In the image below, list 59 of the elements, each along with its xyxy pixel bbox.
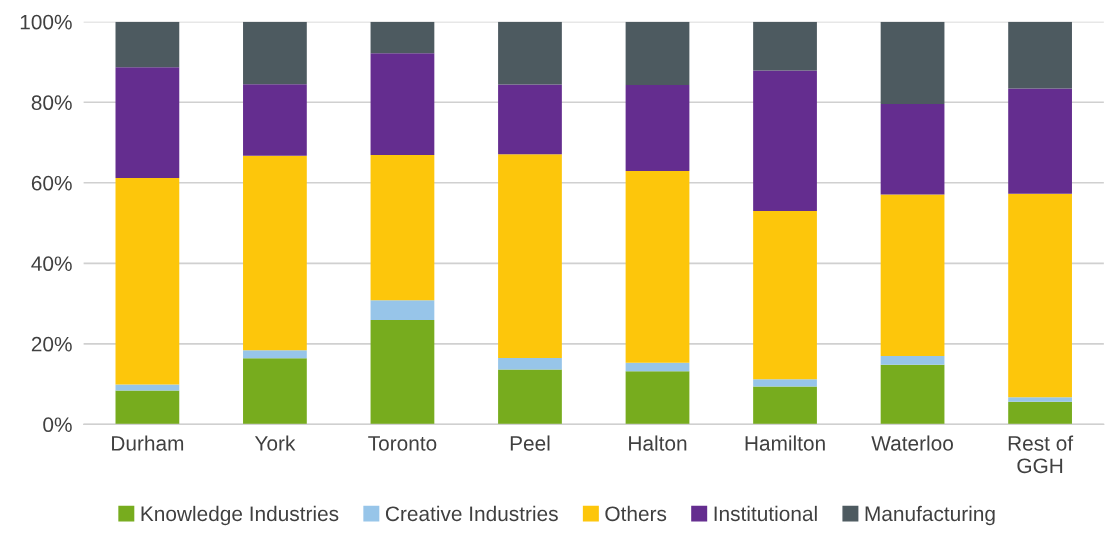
- legend-label: Creative Industries: [385, 505, 558, 522]
- x-tick-label: Hamilton: [745, 435, 825, 451]
- y-tick-label: 60%: [31, 175, 72, 191]
- x-tick-label: Waterloo: [871, 435, 953, 451]
- bar: [625, 371, 690, 425]
- x-tick-label: Peel: [510, 435, 550, 451]
- bar: [1008, 21, 1072, 89]
- bar: [115, 21, 180, 68]
- bar: [243, 21, 307, 85]
- x-tick-label: Durham: [112, 435, 184, 451]
- bar: [1008, 88, 1072, 194]
- bar: [498, 369, 562, 425]
- bar: [625, 21, 690, 85]
- bar: [625, 362, 690, 372]
- y-tick-label: 100%: [20, 14, 72, 30]
- bar: [753, 210, 817, 380]
- bar: [1008, 193, 1072, 398]
- bar: [115, 67, 180, 178]
- bar: [753, 21, 817, 71]
- y-tick-label: 80%: [31, 95, 72, 111]
- y-tick-label: 40%: [31, 256, 72, 272]
- x-tick-label: York: [254, 435, 296, 451]
- bar: [243, 155, 307, 351]
- legend-label: Knowledge Industries: [141, 505, 339, 526]
- bar: [498, 21, 562, 85]
- x-tick-label: Toronto: [368, 436, 437, 451]
- bar: [1008, 401, 1072, 425]
- bar: [115, 177, 180, 385]
- bar: [243, 358, 307, 425]
- bar: [753, 379, 817, 387]
- y-tick-label: 20%: [31, 336, 72, 352]
- bar: [370, 53, 435, 156]
- bar: [880, 103, 945, 195]
- bar: [753, 70, 817, 211]
- bar: [625, 171, 690, 363]
- bar: [498, 154, 562, 358]
- bar: [880, 21, 945, 104]
- bar: [880, 194, 945, 356]
- bar: [498, 357, 562, 370]
- y-tick-label: 0%: [43, 417, 72, 433]
- bar: [115, 384, 180, 391]
- bar: [880, 355, 945, 365]
- legend-label: Others: [605, 505, 667, 522]
- x-tick-label: Rest of GGH: [1008, 435, 1074, 474]
- bar: [370, 300, 435, 321]
- bar: [880, 364, 945, 425]
- bar: [753, 386, 817, 425]
- bar: [243, 84, 307, 156]
- bar: [625, 84, 690, 172]
- bar: [1008, 397, 1072, 402]
- bar: [370, 155, 435, 301]
- bar: [370, 21, 435, 54]
- bar: [370, 320, 435, 425]
- bar: [115, 390, 180, 425]
- x-tick-label: Halton: [629, 435, 687, 451]
- bar: [243, 350, 307, 359]
- bar: [498, 84, 562, 155]
- legend-label: Institutional: [714, 505, 817, 522]
- legend-label: Manufacturing: [865, 505, 995, 526]
